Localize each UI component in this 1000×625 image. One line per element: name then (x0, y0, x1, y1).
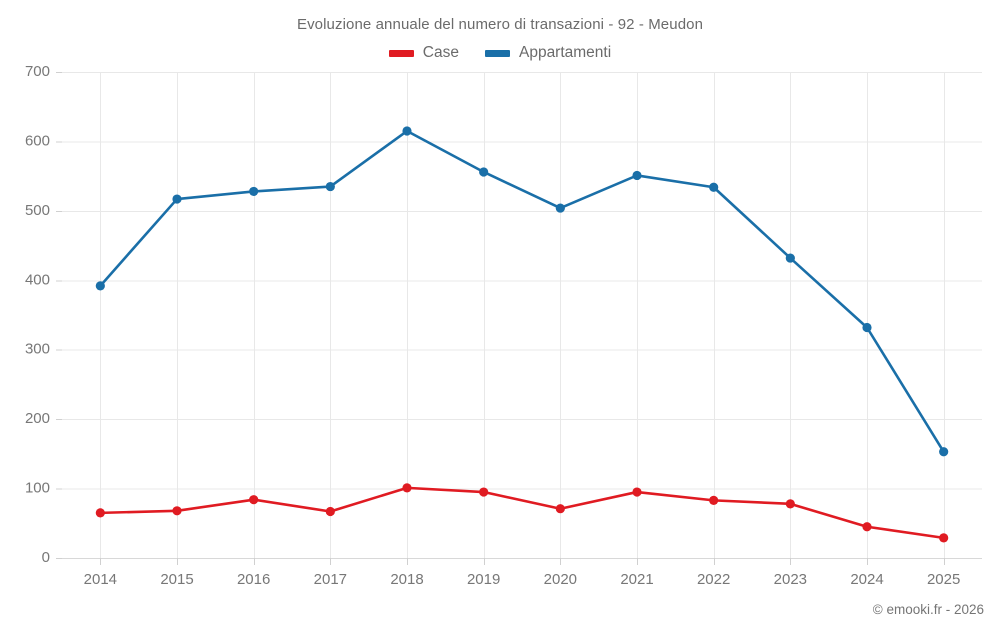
data-point-marker[interactable] (325, 181, 335, 192)
x-axis-tick-label: 2018 (390, 571, 423, 588)
x-axis-tick-label: 2020 (544, 571, 577, 588)
gridlines-group (62, 72, 982, 559)
y-axis-tick-label: 400 (25, 271, 50, 288)
data-point-marker[interactable] (555, 203, 565, 213)
x-axis-tick-label: 2024 (850, 571, 883, 588)
data-point-marker[interactable] (479, 167, 489, 177)
x-axis-tick-label: 2021 (620, 571, 653, 588)
x-axis-labels-group: 2014 2015 2016 2017 2018 2019 2020 2021 2022 2023… (84, 571, 961, 588)
footer-credit: © emooki.fr - 2026 (872, 602, 984, 617)
data-point-marker[interactable] (249, 186, 259, 197)
y-tick-marks-group (56, 72, 62, 559)
legend-item-appartamenti[interactable]: Appartamenti (484, 44, 612, 62)
x-axis-tick-label: 2025 (927, 571, 960, 588)
x-axis-tick-label: 2019 (467, 571, 500, 588)
data-point-marker[interactable] (249, 495, 259, 505)
series-line-appartamenti (99, 129, 945, 454)
legend-swatch-case (388, 49, 414, 57)
y-axis-tick-label: 200 (25, 410, 50, 427)
data-point-marker[interactable] (402, 126, 412, 136)
data-point-marker[interactable] (862, 322, 872, 333)
chart-title: Evoluzione annuale del numero di transaz… (296, 16, 704, 33)
series-lines-group (99, 129, 945, 540)
x-axis-tick-label: 2017 (314, 571, 347, 588)
legend-label-appartamenti: Appartamenti (518, 44, 612, 61)
data-point-marker[interactable] (939, 533, 949, 543)
data-point-marker[interactable] (785, 499, 795, 509)
y-axis-tick-label: 600 (25, 132, 50, 149)
data-point-marker[interactable] (709, 495, 719, 505)
data-point-marker[interactable] (172, 194, 182, 204)
y-axis-tick-label: 100 (25, 480, 50, 497)
x-axis-tick-label: 2015 (160, 571, 193, 588)
x-axis-tick-label: 2014 (84, 571, 117, 588)
data-point-marker[interactable] (939, 447, 949, 457)
y-axis-tick-label: 0 (42, 549, 50, 566)
y-axis-tick-label: 300 (25, 341, 50, 358)
series-markers-group (95, 126, 949, 543)
data-point-marker[interactable] (709, 182, 719, 192)
y-axis-tick-label: 500 (25, 202, 50, 219)
data-point-marker[interactable] (785, 253, 795, 263)
chart-legend: Case Appartamenti (0, 44, 1000, 62)
data-point-marker[interactable] (862, 522, 872, 532)
data-point-marker[interactable] (95, 281, 105, 291)
series-line-case (99, 486, 945, 540)
y-axis-labels-group: 0 100 200 300 400 500 600 700 (25, 63, 50, 566)
data-point-marker[interactable] (555, 504, 565, 514)
x-axis-tick-label: 2023 (774, 571, 807, 588)
data-point-marker[interactable] (172, 506, 182, 516)
x-axis-tick-label: 2022 (697, 571, 730, 588)
legend-swatch-appartamenti (484, 49, 510, 57)
y-axis-tick-label: 700 (25, 63, 50, 80)
data-point-marker[interactable] (325, 506, 335, 517)
data-point-marker[interactable] (632, 170, 642, 181)
data-point-marker[interactable] (402, 483, 412, 493)
data-point-marker[interactable] (479, 487, 489, 497)
legend-item-case[interactable]: Case (388, 44, 459, 62)
data-point-marker[interactable] (632, 487, 642, 497)
legend-label-case: Case (422, 44, 459, 61)
x-axis-tick-label: 2016 (237, 571, 270, 588)
data-point-marker[interactable] (95, 508, 105, 518)
x-tick-marks-group (100, 558, 945, 565)
